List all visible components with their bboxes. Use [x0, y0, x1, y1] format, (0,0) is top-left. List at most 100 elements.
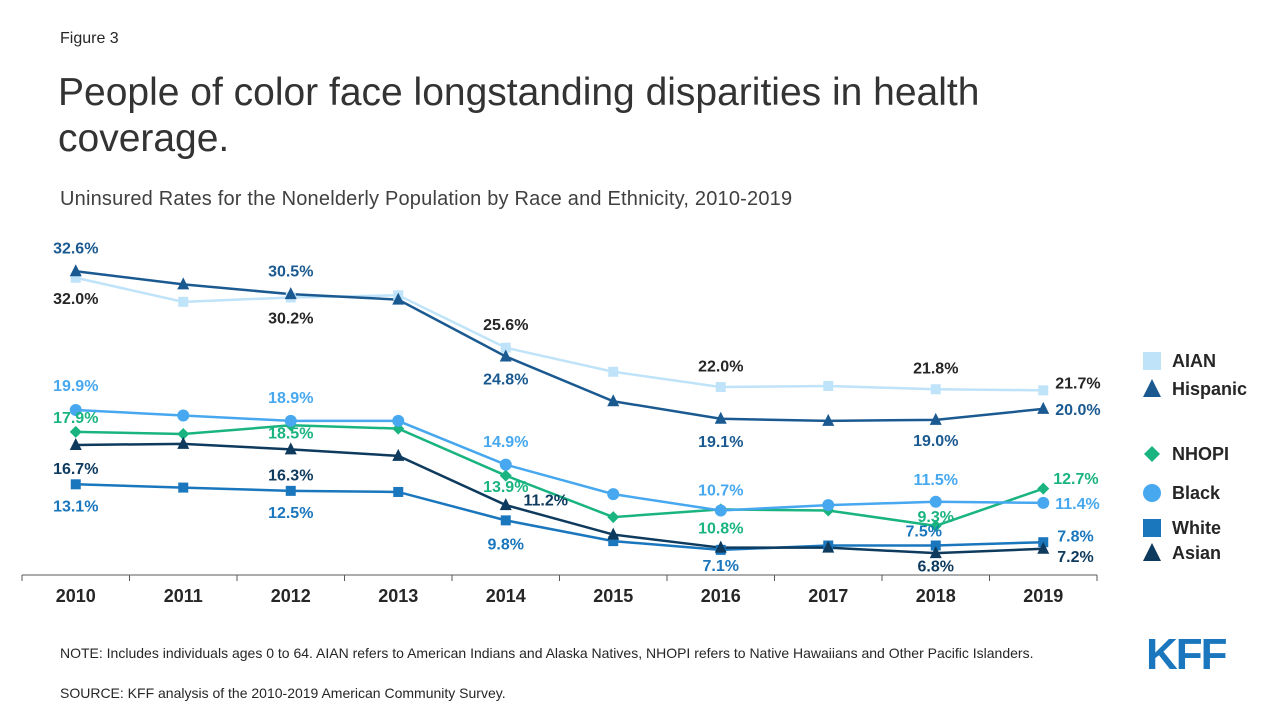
marker: [69, 425, 82, 438]
data-label: 21.8%: [913, 360, 958, 377]
marker: [1037, 541, 1050, 554]
data-label: 19.0%: [913, 433, 958, 450]
legend-label: Asian: [1172, 543, 1221, 563]
chart-title: People of color face longstanding dispar…: [58, 71, 980, 160]
marker: [607, 394, 620, 407]
series-line: [75, 483, 1044, 552]
marker: [284, 287, 297, 300]
data-label: 16.7%: [53, 461, 98, 478]
marker: [70, 272, 81, 283]
marker: [1037, 482, 1050, 495]
marker: [608, 536, 619, 547]
data-label: 9.3%: [918, 509, 954, 526]
chart-subtitle: Uninsured Rates for the Nonelderly Popul…: [60, 188, 793, 210]
data-label: 10.8%: [698, 521, 743, 538]
data-label: 11.5%: [914, 472, 958, 489]
marker: [607, 527, 620, 540]
legend-label: Hispanic: [1172, 379, 1247, 399]
marker: [392, 292, 405, 305]
x-tick-label: 2018: [916, 586, 956, 606]
data-label: 30.5%: [268, 263, 313, 280]
marker: [714, 504, 727, 517]
x-tick-label: 2010: [56, 586, 96, 606]
data-label: 14.9%: [483, 434, 528, 451]
x-tick-label: 2015: [593, 586, 633, 606]
legend-marker: [1143, 519, 1161, 537]
data-label: 25.6%: [483, 317, 528, 334]
marker: [1037, 496, 1050, 509]
figure-label: Figure 3: [60, 30, 119, 47]
legend-marker: [1143, 543, 1161, 561]
marker: [1038, 385, 1049, 396]
legend-marker: [1143, 484, 1161, 502]
marker: [930, 384, 941, 395]
series-line: [75, 424, 1044, 528]
data-label: 24.8%: [483, 372, 528, 389]
data-label: 17.9%: [53, 410, 98, 427]
marker: [69, 437, 82, 450]
data-label: 20.0%: [1055, 402, 1100, 419]
data-label: 7.8%: [1057, 528, 1093, 545]
legend-label: AIAN: [1172, 351, 1216, 371]
marker: [177, 409, 190, 422]
x-tick-label: 2014: [486, 586, 526, 606]
source: SOURCE: KFF analysis of the 2010-2019 Am…: [60, 685, 506, 701]
data-label: 16.3%: [268, 468, 313, 485]
marker: [929, 519, 942, 532]
marker: [499, 458, 512, 471]
data-label: 11.2%: [524, 492, 568, 509]
data-label: 21.7%: [1055, 376, 1100, 393]
series-line: [75, 276, 1044, 392]
data-label: 30.2%: [268, 311, 313, 328]
marker: [392, 414, 405, 427]
marker: [714, 411, 727, 424]
marker: [178, 296, 189, 307]
data-label: 19.1%: [698, 434, 743, 451]
marker: [499, 498, 512, 511]
series-line: [75, 269, 1044, 423]
data-label: 7.5%: [906, 524, 942, 541]
data-label: 6.8%: [918, 558, 954, 575]
data-label: 13.9%: [483, 479, 528, 496]
data-label: 7.1%: [703, 558, 739, 575]
legend-marker: [1144, 446, 1160, 462]
marker: [500, 342, 511, 353]
legend-label: Black: [1172, 483, 1221, 503]
marker: [608, 366, 619, 377]
marker: [607, 488, 620, 501]
data-label: 32.0%: [53, 291, 98, 308]
logo: KFF: [1146, 630, 1228, 679]
x-tick-label: 2013: [378, 586, 418, 606]
series-line: [75, 408, 1044, 512]
marker: [177, 277, 190, 290]
marker: [822, 413, 835, 426]
marker: [929, 412, 942, 425]
marker: [284, 414, 297, 427]
marker: [70, 479, 81, 490]
marker: [499, 469, 512, 482]
marker: [392, 448, 405, 461]
marker: [177, 436, 190, 449]
x-tick-label: 2017: [808, 586, 848, 606]
marker: [178, 482, 189, 493]
data-label: 13.1%: [53, 499, 98, 516]
legend-label: NHOPI: [1172, 444, 1229, 464]
legend-marker: [1143, 379, 1161, 397]
marker: [69, 264, 82, 277]
marker: [929, 546, 942, 559]
data-label: 32.6%: [53, 240, 98, 257]
marker: [1037, 401, 1050, 414]
marker: [715, 382, 726, 393]
marker: [823, 380, 834, 391]
marker: [177, 428, 190, 441]
x-tick-label: 2011: [164, 586, 203, 606]
legend-marker: [1143, 352, 1161, 370]
marker: [393, 486, 404, 497]
data-label: 18.9%: [268, 390, 313, 407]
marker: [714, 540, 727, 553]
data-label: 22.0%: [698, 358, 743, 375]
marker: [930, 540, 941, 551]
marker: [607, 511, 620, 524]
